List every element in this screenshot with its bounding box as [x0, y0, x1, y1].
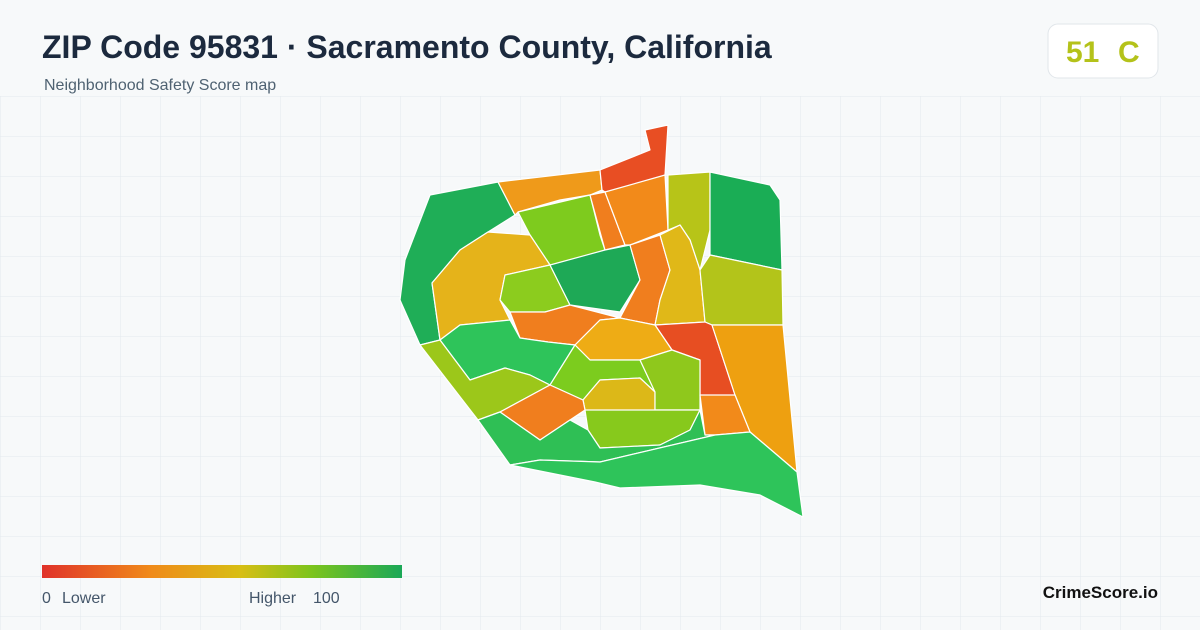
legend-bar [42, 565, 402, 578]
title: ZIP Code 95831 · Sacramento County, Cali… [42, 29, 772, 65]
score-card: 51 C [1047, 23, 1159, 79]
brand: CrimeScore.io [1043, 583, 1158, 602]
legend-max: 100 [313, 590, 340, 607]
subtitle: Neighborhood Safety Score map [44, 77, 276, 94]
legend-min: 0 [42, 590, 51, 607]
map-region [604, 174, 669, 246]
card [1047, 23, 1159, 79]
map [399, 124, 804, 518]
map-region [709, 171, 783, 271]
score-grade: C [1118, 36, 1140, 69]
legend-max-label: Higher [249, 590, 297, 607]
map-region [509, 431, 804, 518]
legend-min-label: Lower [62, 590, 106, 607]
score-value: 51 [1066, 36, 1099, 69]
